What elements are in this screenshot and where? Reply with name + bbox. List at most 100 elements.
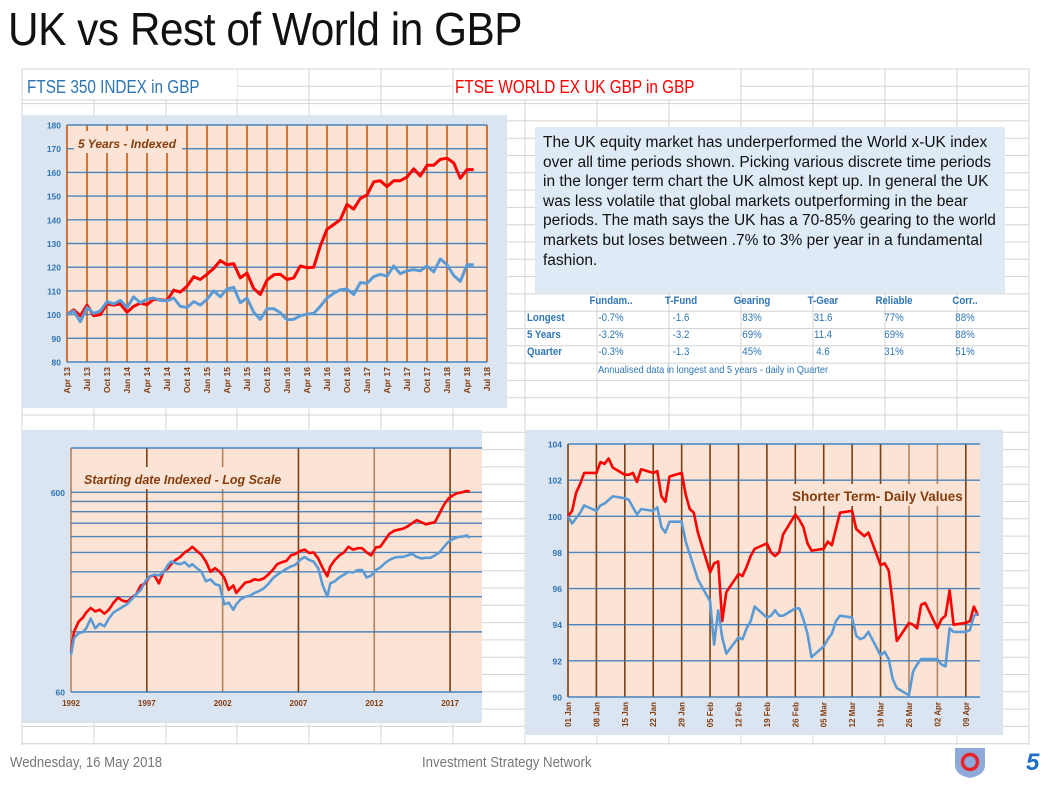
x-tick-label: 15 Jan bbox=[621, 702, 630, 727]
y-tick-label: 100 bbox=[47, 310, 61, 320]
chart-title: Starting date Indexed - Log Scale bbox=[84, 473, 281, 487]
table-cell: -3.2 bbox=[672, 329, 690, 341]
x-tick-label: 2007 bbox=[290, 699, 308, 708]
table-column-header: Corr.. bbox=[952, 295, 978, 307]
table-column-header: Fundam.. bbox=[589, 295, 633, 307]
x-tick-label: Apr 16 bbox=[302, 367, 312, 394]
x-tick-label: 1992 bbox=[62, 699, 80, 708]
x-tick-label: 2012 bbox=[365, 699, 383, 708]
page-number: 5 bbox=[1026, 749, 1040, 776]
x-tick-label: Apr 13 bbox=[62, 367, 72, 394]
table-cell: 31% bbox=[884, 346, 904, 358]
chart-title: 5 Years - Indexed bbox=[78, 137, 177, 151]
y-tick-label: 90 bbox=[52, 334, 62, 344]
x-tick-label: Apr 18 bbox=[462, 367, 472, 394]
x-tick-label: Jan 16 bbox=[282, 367, 292, 394]
table-cell: 11.4 bbox=[813, 329, 833, 341]
x-tick-label: Oct 13 bbox=[102, 367, 112, 393]
x-tick-label: Apr 17 bbox=[382, 367, 392, 394]
table-cell: -1.6 bbox=[672, 312, 690, 324]
y-tick-label: 110 bbox=[47, 286, 61, 296]
x-tick-label: Jul 13 bbox=[82, 367, 92, 391]
x-tick-label: Jul 18 bbox=[482, 367, 492, 391]
table-cell: 51% bbox=[955, 346, 975, 358]
series-line-uk bbox=[566, 495, 979, 697]
x-tick-label: 1997 bbox=[138, 699, 156, 708]
chart-title-background bbox=[788, 484, 958, 506]
table-column-header: T-Fund bbox=[664, 295, 698, 307]
x-tick-label: Jan 15 bbox=[202, 367, 212, 394]
uk-series-header: FTSE 350 INDEX in GBP bbox=[27, 77, 200, 97]
series-line-world bbox=[566, 457, 980, 643]
footer-date: Wednesday, 16 May 2018 bbox=[10, 754, 163, 771]
short-term-chart: Shorter Term- Daily Values 90 92 94 96 98 100 1… bbox=[548, 440, 980, 727]
y-tick-label: 600 bbox=[51, 488, 65, 498]
x-tick-label: 2017 bbox=[441, 699, 459, 708]
x-tick-label: Oct 16 bbox=[342, 367, 352, 393]
y-tick-label: 130 bbox=[47, 239, 61, 249]
chart-title-background bbox=[74, 131, 182, 153]
table-cell: -1.3 bbox=[672, 346, 690, 358]
x-tick-label: 29 Jan bbox=[678, 702, 687, 727]
x-tick-label: 01 Jan bbox=[564, 702, 573, 727]
x-tick-label: 26 Feb bbox=[791, 702, 800, 727]
table-column-header: Gearing bbox=[733, 295, 771, 307]
x-tick-label: 08 Jan bbox=[592, 702, 601, 727]
commentary-box: The UK equity market has underperformed … bbox=[535, 127, 1005, 293]
table-cell: 69% bbox=[742, 329, 762, 341]
y-tick-label: 92 bbox=[553, 656, 563, 666]
x-tick-label: 09 Apr bbox=[962, 702, 971, 727]
world-series-header: FTSE WORLD EX UK GBP in GBP bbox=[455, 77, 695, 97]
x-tick-label: Apr 15 bbox=[222, 367, 232, 394]
table-row-label: Quarter bbox=[527, 346, 562, 358]
y-tick-label: 170 bbox=[47, 144, 61, 154]
long-term-log-chart-panel: Starting date Indexed - Log Scale 60 600 19… bbox=[22, 430, 488, 723]
x-tick-label: Jul 14 bbox=[162, 367, 172, 391]
five-year-chart-panel: 5 Years - Indexed 80 90 100 110 120 130 140 150 1… bbox=[22, 115, 507, 408]
table-cell: 88% bbox=[955, 312, 975, 324]
x-tick-label: Jan 17 bbox=[362, 367, 372, 394]
short-term-chart-panel: Shorter Term- Daily Values 90 92 94 96 98 100 1… bbox=[526, 430, 1003, 735]
table-cell: 4.6 bbox=[816, 346, 830, 358]
x-tick-label: 12 Feb bbox=[734, 702, 743, 727]
x-tick-label: 19 Mar bbox=[877, 702, 886, 727]
y-tick-label: 180 bbox=[47, 121, 61, 131]
table-column-header: Reliable bbox=[875, 295, 913, 307]
y-tick-label: 100 bbox=[548, 512, 562, 522]
x-tick-label: Oct 15 bbox=[262, 367, 272, 393]
y-tick-label: 150 bbox=[47, 192, 61, 202]
table-cell: -3.2% bbox=[598, 329, 624, 341]
x-tick-label: 26 Mar bbox=[905, 702, 914, 727]
x-tick-label: Jan 18 bbox=[442, 367, 452, 394]
series-line-uk bbox=[66, 257, 474, 324]
x-tick-label: Jan 14 bbox=[122, 367, 132, 394]
y-tick-label: 140 bbox=[47, 215, 61, 225]
y-tick-label: 98 bbox=[553, 548, 563, 558]
x-tick-label: Jul 17 bbox=[402, 367, 412, 391]
chart-title-background bbox=[80, 467, 285, 489]
long-term-log-chart: Starting date Indexed - Log Scale 60 600 19… bbox=[51, 447, 488, 708]
x-tick-label: 12 Mar bbox=[848, 702, 857, 727]
series-line-uk bbox=[69, 534, 471, 656]
x-tick-label: Apr 14 bbox=[142, 367, 152, 394]
x-tick-label: Jul 15 bbox=[242, 367, 252, 391]
x-tick-label: 02 Apr bbox=[933, 702, 942, 727]
shield-ring-logo-icon bbox=[955, 748, 985, 778]
stats-table: Fundam.. T-Fund Gearing T-Gear Reliable Corr.… bbox=[527, 295, 978, 376]
y-tick-label: 94 bbox=[553, 620, 563, 630]
page-title: UK vs Rest of World in GBP bbox=[8, 3, 523, 55]
plot-area bbox=[568, 444, 980, 697]
five-year-chart: 5 Years - Indexed 80 90 100 110 120 130 140 150 1… bbox=[47, 121, 492, 394]
table-column-header: T-Gear bbox=[807, 295, 839, 307]
series-line-world bbox=[66, 156, 474, 318]
table-cell: 31.6 bbox=[813, 312, 833, 324]
table-cell: -0.7% bbox=[598, 312, 624, 324]
y-tick-label: 120 bbox=[47, 263, 61, 273]
table-cell: 88% bbox=[955, 329, 975, 341]
y-tick-label: 80 bbox=[52, 358, 62, 368]
table-cell: 69% bbox=[884, 329, 904, 341]
y-tick-label: 104 bbox=[548, 440, 562, 450]
y-tick-label: 90 bbox=[553, 693, 563, 703]
table-cell: 83% bbox=[742, 312, 762, 324]
x-tick-label: 2002 bbox=[214, 699, 232, 708]
